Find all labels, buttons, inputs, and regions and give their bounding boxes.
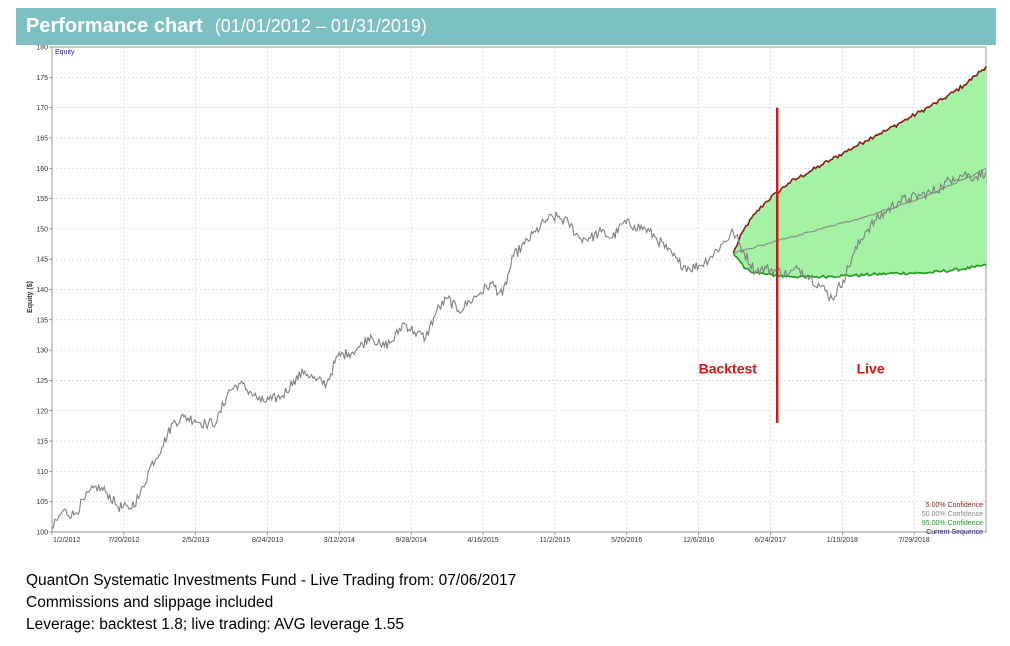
y-tick-label: 180 (36, 45, 48, 52)
x-tick-label: 4/16/2015 (467, 537, 498, 544)
confidence-area (733, 66, 986, 277)
x-tick-label: 1/10/2018 (827, 537, 858, 544)
chart-header: Performance chart (01/01/2012 – 01/31/20… (16, 8, 996, 45)
y-tick-label: 130 (36, 348, 48, 355)
x-tick-label: 9/28/2014 (396, 537, 427, 544)
plot-area (51, 46, 987, 533)
footer-line-2: Commissions and slippage included (26, 594, 274, 611)
legend-item: 50.00% Confidence (922, 511, 983, 518)
x-tick-label: 8/24/2013 (252, 537, 283, 544)
footer-line-1: QuantOn Systematic Investments Fund - Li… (26, 572, 517, 589)
y-tick-label: 120 (36, 408, 48, 415)
y-tick-label: 170 (36, 105, 48, 112)
y-tick-label: 145 (36, 257, 48, 264)
annotation-live: Live (857, 360, 885, 376)
footer-line-3: Leverage: backtest 1.8; live trading: AV… (26, 616, 404, 633)
performance-chart: 100 105 110 115 120 125 130 135 140 145 150 155 160 1… (27, 45, 987, 544)
annotations: Backtest Live (699, 107, 885, 423)
series-current-sequence (51, 169, 987, 530)
series-5-confidence (732, 66, 987, 254)
y-tick-label: 140 (36, 287, 48, 294)
y-tick-label: 110 (37, 469, 48, 476)
y-axis-ticks: 100 105 110 115 120 125 130 135 140 145 150 155 160 1… (36, 45, 52, 537)
series-lines (51, 66, 987, 530)
x-tick-label: 7/29/2018 (899, 537, 930, 544)
y-tick-label: 105 (36, 499, 48, 506)
y-tick-label: 150 (36, 226, 48, 233)
x-tick-label: 3/12/2014 (324, 537, 355, 544)
y-tick-label: 100 (36, 530, 48, 537)
y-tick-label: 115 (37, 439, 48, 446)
grid (52, 47, 986, 532)
chart-title: Performance chart (26, 15, 203, 37)
legend-item: 5.00% Confidence (926, 502, 983, 509)
legend: 5.00% Confidence 50.00% Confidence 95.00% … (922, 502, 983, 536)
annotation-backtest: Backtest (699, 360, 758, 376)
legend-item: Current Sequence (926, 529, 983, 536)
y-tick-label: 125 (36, 378, 48, 385)
confidence-band-fill (733, 66, 986, 277)
footer-notes: QuantOn Systematic Investments Fund - Li… (26, 570, 516, 636)
legend-item: 95.00% Confidence (922, 520, 983, 527)
x-tick-label: 1/2/2012 (53, 537, 80, 544)
x-tick-label: 2/5/2013 (182, 537, 209, 544)
y-tick-label: 155 (36, 196, 48, 203)
y-tick-label: 135 (36, 317, 48, 324)
series-95-confidence (732, 252, 987, 279)
x-tick-label: 11/2/2015 (540, 537, 571, 544)
y-tick-label: 175 (36, 75, 48, 82)
x-tick-label: 5/20/2016 (611, 537, 642, 544)
chart-date-range: (01/01/2012 – 01/31/2019) (214, 16, 427, 36)
y-tick-label: 160 (36, 166, 48, 173)
y-axis-label: Equity ($) (27, 281, 34, 313)
x-tick-label: 6/24/2017 (755, 537, 786, 544)
x-tick-label: 12/6/2016 (683, 537, 714, 544)
x-tick-label: 7/20/2012 (108, 537, 139, 544)
corner-label: Equity (55, 49, 75, 56)
x-axis-ticks: 1/2/2012 7/20/2012 2/5/2013 8/24/2013 3/12/2… (51, 532, 930, 544)
y-tick-label: 165 (36, 135, 48, 142)
